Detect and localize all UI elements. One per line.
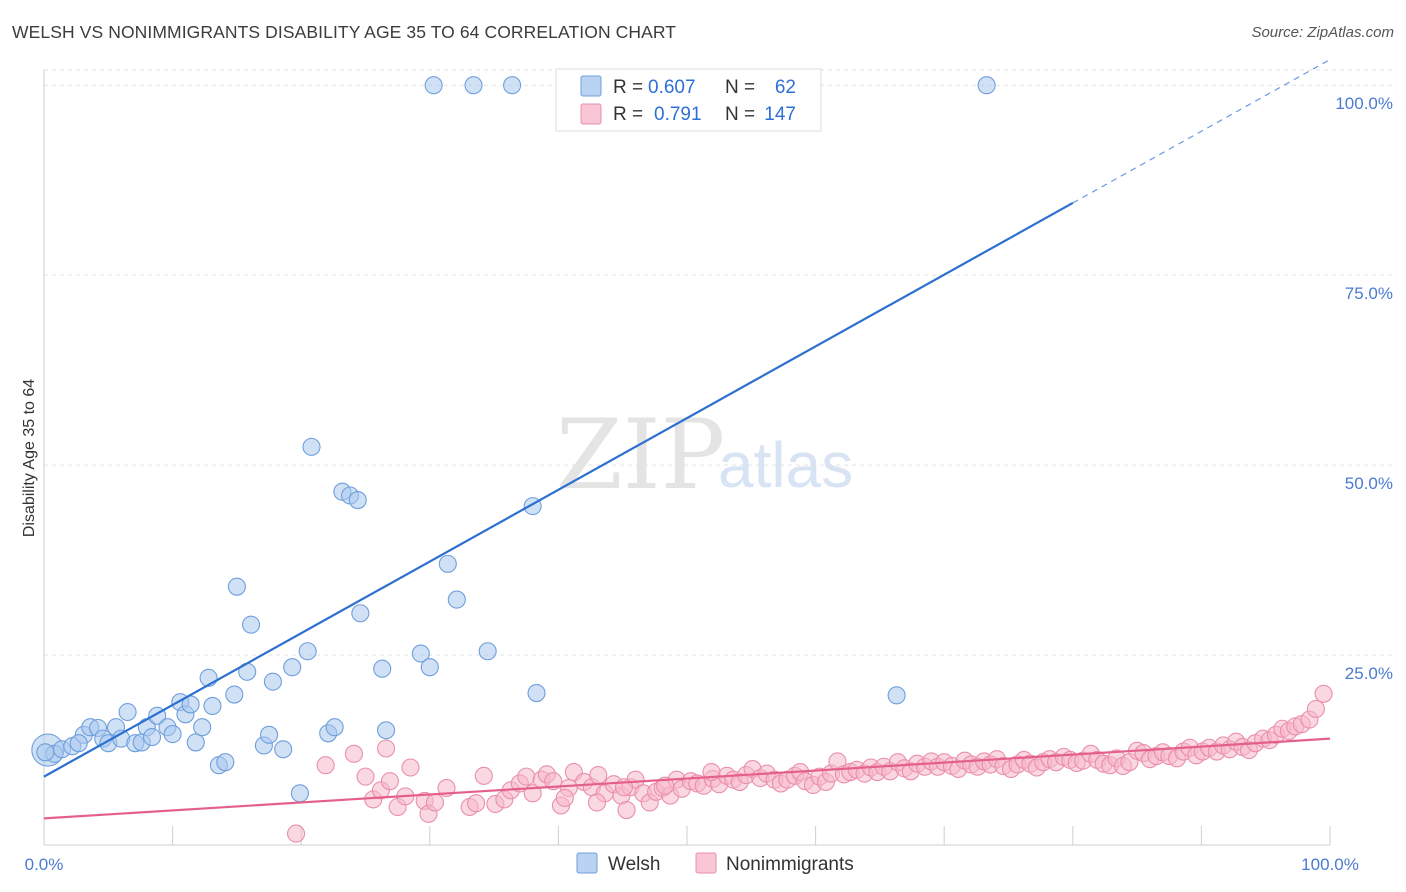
bottom-legend-nonimmigrants-swatch [695, 852, 717, 874]
series-legend: Welsh Nonimmigrants [576, 852, 854, 875]
welsh-point [227, 577, 246, 596]
nonimmigrants-point [517, 767, 536, 786]
legend-nonimmigrants-r-value: 0.791 [654, 104, 702, 125]
trend-lines [43, 59, 1331, 820]
y-tick-label: 75.0% [1345, 284, 1393, 303]
welsh-point [290, 784, 309, 803]
y-tick-label: 50.0% [1345, 474, 1393, 493]
nonimmigrants-point [401, 758, 420, 777]
nonimmigrants-point [587, 793, 607, 812]
nonimmigrants-point [1306, 699, 1325, 719]
legend-welsh-r-label: R = [613, 77, 643, 98]
welsh-point [203, 696, 222, 716]
nonimmigrants-point [656, 776, 675, 795]
watermark-atlas: atlas [718, 429, 853, 501]
legend-welsh-n-label: N = [725, 77, 755, 98]
correlation-legend: R = 0.607 N = 62 R = 0.791 N = 147 [555, 68, 822, 132]
y-tick-labels: 25.0% 50.0% 75.0% 100.0% [1335, 94, 1393, 683]
welsh-point [351, 604, 370, 623]
welsh-point [216, 753, 235, 772]
welsh-point [348, 490, 367, 510]
nonimmigrants-point [589, 766, 608, 785]
welsh-point [241, 615, 261, 634]
welsh-trend-extension [1072, 59, 1331, 204]
welsh-point [302, 437, 321, 456]
gridlines [44, 69, 1392, 656]
welsh-point [298, 642, 317, 661]
nonimmigrants-point [344, 744, 363, 763]
source-credit: Source: ZipAtlas.com [1251, 24, 1394, 41]
welsh-point [263, 672, 282, 691]
welsh-points [31, 76, 996, 803]
nonimmigrants-point [425, 793, 444, 812]
welsh-point [225, 685, 244, 704]
nonimmigrants-point [555, 788, 574, 807]
welsh-trend-line [43, 202, 1074, 778]
bottom-legend-welsh-swatch [576, 852, 598, 874]
welsh-point [259, 725, 279, 744]
legend-welsh-n-value: 62 [775, 77, 796, 98]
nonimmigrants-point [1314, 684, 1333, 703]
nonimmigrants-trend-line [43, 737, 1331, 820]
nonimmigrants-point [356, 767, 375, 786]
welsh-point [411, 644, 430, 663]
welsh-point [186, 733, 205, 752]
welsh-point [373, 659, 392, 678]
welsh-point [887, 686, 906, 705]
welsh-point [193, 718, 212, 737]
nonimmigrants-point [380, 772, 399, 791]
nonimmigrants-point [474, 766, 493, 785]
legend-nonimmigrants-n-value: 147 [764, 104, 796, 125]
nonimmigrants-point [377, 739, 396, 758]
legend-nonimmigrants-swatch [580, 103, 602, 125]
bottom-legend-nonimmigrants-label: Nonimmigrants [726, 854, 854, 875]
welsh-point [118, 702, 137, 722]
welsh-point [527, 683, 546, 703]
nonimmigrants-point [287, 824, 306, 843]
welsh-point [69, 734, 88, 753]
bottom-legend-welsh-label: Welsh [608, 854, 660, 875]
welsh-point [325, 718, 344, 737]
watermark-zip: ZIP [556, 399, 725, 511]
welsh-point [977, 76, 996, 95]
chart-title: WELSH VS NONIMMIGRANTS DISABILITY AGE 35… [12, 22, 677, 42]
welsh-point [420, 658, 439, 677]
y-axis-label: Disability Age 35 to 64 [21, 379, 38, 537]
welsh-point [464, 76, 483, 95]
y-tick-label: 100.0% [1335, 94, 1393, 113]
welsh-point [283, 658, 302, 677]
welsh-point [274, 740, 293, 759]
welsh-point [424, 76, 443, 95]
x-tick-label-max: 100.0% [1301, 855, 1359, 874]
x-tick-label-min: 0.0% [25, 855, 64, 874]
legend-welsh-r-value: 0.607 [648, 77, 696, 98]
welsh-point [447, 590, 466, 609]
nonimmigrants-point [544, 772, 563, 791]
welsh-point [36, 743, 55, 762]
legend-welsh-swatch [580, 75, 602, 97]
legend-nonimmigrants-n-label: N = [725, 104, 755, 125]
welsh-point [142, 728, 162, 747]
legend-nonimmigrants-r-label: R = [613, 104, 643, 125]
welsh-point [478, 642, 497, 661]
nonimmigrants-point [467, 794, 486, 813]
nonimmigrants-points [287, 684, 1333, 843]
welsh-point [503, 76, 522, 95]
welsh-point [438, 554, 457, 573]
nonimmigrants-point [316, 756, 335, 775]
welsh-point [163, 725, 182, 744]
nonimmigrants-point [617, 800, 636, 820]
x-tick-marks [43, 826, 1331, 845]
watermark: ZIP atlas [556, 399, 853, 511]
y-tick-label: 25.0% [1345, 664, 1393, 683]
welsh-point [377, 721, 396, 740]
